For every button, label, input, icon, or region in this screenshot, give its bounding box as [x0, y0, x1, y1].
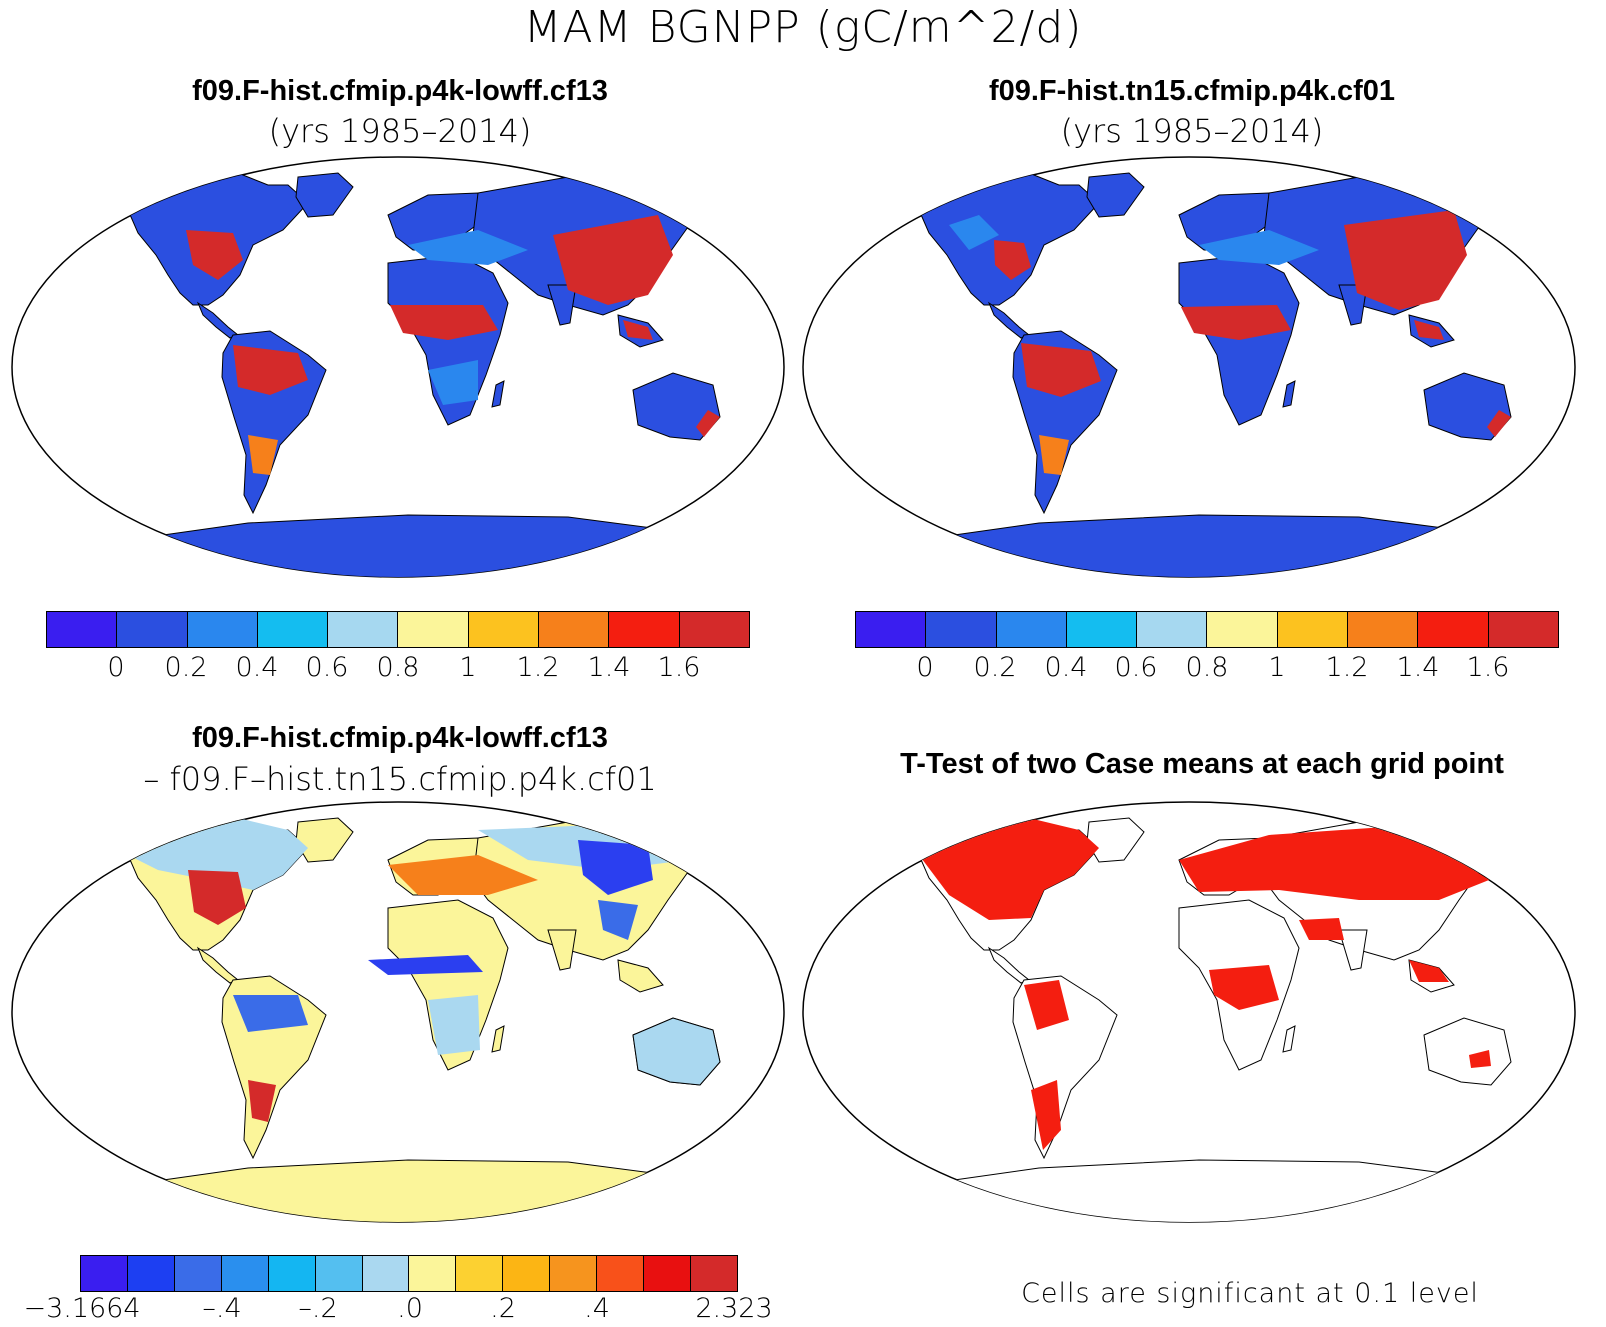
colorbar-tl-swatch: [328, 612, 399, 647]
colorbar-tl-swatch: [539, 612, 610, 647]
colorbar-bl-swatch: [221, 1256, 269, 1291]
colorbar-tl-swatch: [187, 612, 258, 647]
colorbar-tr-tick: 0.6: [1114, 652, 1158, 683]
panel-tr-subtitle: (yrs 1985–2014): [1060, 112, 1324, 150]
colorbar-bl-swatch: [127, 1256, 175, 1291]
colorbar-tl-swatch: [117, 612, 188, 647]
colorbar-tr-tick: 0: [916, 652, 934, 683]
colorbar-tl-swatch: [679, 612, 749, 647]
colorbar-tl-tick: 0: [107, 652, 125, 683]
colorbar-bl-swatch: [315, 1256, 363, 1291]
colorbar-tr-swatch: [856, 612, 927, 647]
map-panel-bl: [11, 801, 785, 1223]
panel-bl-subtitle: – f09.F–hist.tn15.cfmip.p4k.cf01: [143, 760, 657, 798]
colorbar-tr-swatch: [996, 612, 1067, 647]
colorbar-tr-swatch: [1418, 612, 1489, 647]
colorbar-bl-tick: .4: [584, 1293, 610, 1324]
panel-br-note: Cells are significant at 0.1 level: [1021, 1278, 1479, 1309]
colorbar-tl-tick: 0.2: [164, 652, 208, 683]
colorbar-tl-swatch: [47, 612, 118, 647]
colorbar-tr-swatch: [1488, 612, 1558, 647]
colorbar-tl-swatch: [257, 612, 329, 647]
colorbar-tl-tick: 1: [459, 652, 477, 683]
colorbar-tl-swatch: [468, 612, 540, 647]
colorbar-bl: [80, 1255, 738, 1292]
colorbar-tl-tick: 1.2: [516, 652, 560, 683]
colorbar-tl-tick: 1.6: [657, 652, 701, 683]
colorbar-tl-tick: 0.6: [305, 652, 349, 683]
colorbar-bl-swatch: [456, 1256, 504, 1291]
colorbar-tr-tick: 1.4: [1396, 652, 1440, 683]
colorbar-tr: [855, 611, 1559, 648]
colorbar-tl-tick: 0.4: [235, 652, 279, 683]
colorbar-bl-tick: –.2: [298, 1293, 338, 1324]
colorbar-bl-swatch: [409, 1256, 457, 1291]
map-panel-tl: [11, 156, 785, 578]
colorbar-tr-swatch: [1348, 612, 1419, 647]
colorbar-bl-tick: −3.1664: [23, 1293, 141, 1324]
colorbar-bl-swatch: [503, 1256, 551, 1291]
colorbar-tr-tick: 0.2: [973, 652, 1017, 683]
colorbar-bl-swatch: [268, 1256, 316, 1291]
panel-tl-title: f09.F-hist.cfmip.p4k-lowff.cf13: [192, 75, 608, 107]
colorbar-bl-swatch: [81, 1256, 128, 1291]
panel-bl-title: f09.F-hist.cfmip.p4k-lowff.cf13: [192, 722, 608, 754]
colorbar-tl-swatch: [398, 612, 469, 647]
colorbar-bl-swatch: [550, 1256, 598, 1291]
colorbar-tr-swatch: [926, 612, 997, 647]
colorbar-bl-tick: .2: [490, 1293, 516, 1324]
colorbar-tr-tick: 1.2: [1325, 652, 1369, 683]
colorbar-tr-tick: 0.4: [1044, 652, 1088, 683]
colorbar-bl-swatch: [690, 1256, 737, 1291]
colorbar-bl-swatch: [644, 1256, 691, 1291]
colorbar-bl-tick: .0: [397, 1293, 423, 1324]
colorbar-tl-tick: 0.8: [376, 652, 420, 683]
colorbar-tr-tick: 1: [1268, 652, 1286, 683]
map-panel-tr: [802, 156, 1576, 578]
colorbar-tr-tick: 0.8: [1185, 652, 1229, 683]
figure-title: MAM BGNPP (gC/m^2/d): [523, 2, 1083, 53]
colorbar-tr-swatch: [1277, 612, 1349, 647]
map-panel-br: [802, 801, 1576, 1223]
panel-tr-title: f09.F-hist.tn15.cfmip.p4k.cf01: [988, 75, 1396, 107]
colorbar-bl-swatch: [174, 1256, 222, 1291]
colorbar-tl: [46, 611, 750, 648]
colorbar-bl-tick: –.4: [202, 1293, 242, 1324]
colorbar-tr-swatch: [1137, 612, 1208, 647]
colorbar-tr-swatch: [1207, 612, 1278, 647]
colorbar-bl-swatch: [362, 1256, 410, 1291]
panel-br-title: T-Test of two Case means at each grid po…: [900, 748, 1504, 780]
colorbar-bl-swatch: [597, 1256, 645, 1291]
colorbar-tl-swatch: [609, 612, 680, 647]
panel-tl-subtitle: (yrs 1985–2014): [268, 112, 532, 150]
colorbar-tl-tick: 1.4: [587, 652, 631, 683]
colorbar-tr-swatch: [1066, 612, 1138, 647]
colorbar-tr-tick: 1.6: [1466, 652, 1510, 683]
colorbar-bl-tick: 2.323: [695, 1293, 773, 1324]
